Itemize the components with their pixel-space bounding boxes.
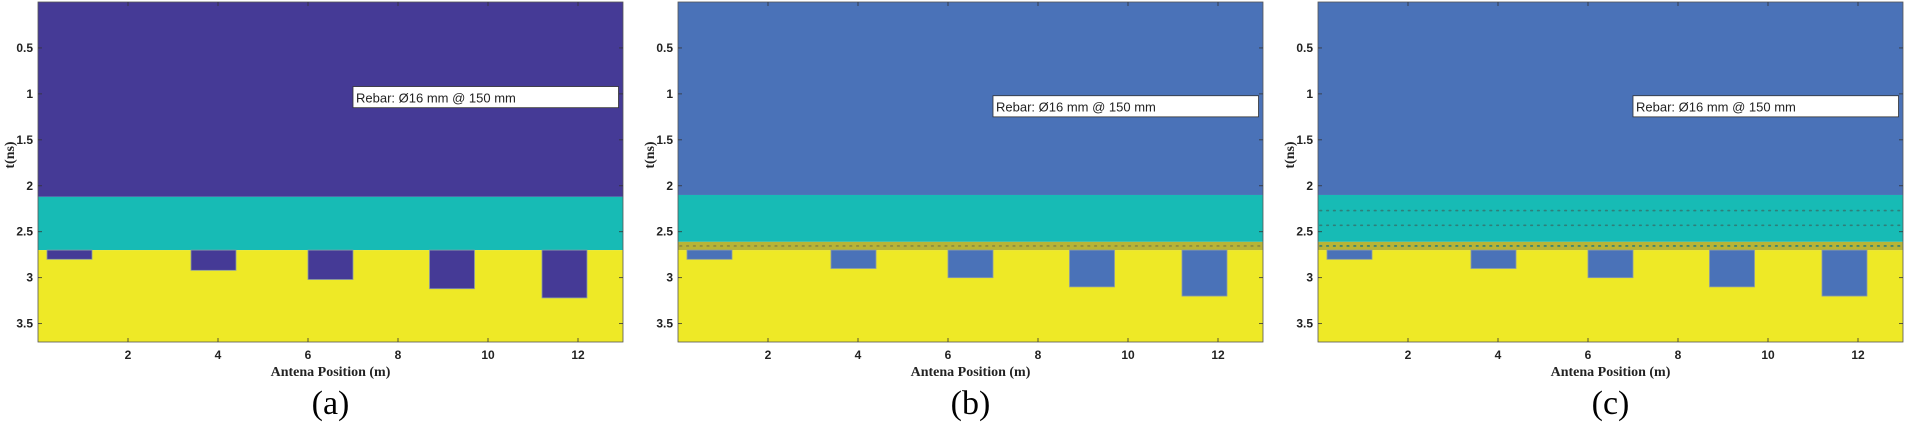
y-tick-label-7: 3.5 [656,317,673,331]
x-tick-label-6: 12 [571,348,585,362]
x-tick-label-5: 10 [1761,348,1775,362]
y-tick-label-2: 1 [1306,87,1313,101]
y-tick-label-2: 1 [666,87,673,101]
notch-4 [1069,249,1115,288]
y-axis-label: t(ns) [3,141,18,169]
x-tick-label-5: 10 [1121,348,1135,362]
axes-frame [37,1,624,343]
y-tick-label-1: 0.5 [16,41,33,55]
x-tick-label-3: 6 [1585,348,1592,362]
middle-layer [1318,194,1903,242]
y-tick-label-3: 1.5 [656,133,673,147]
y-tick-label-6: 3 [26,271,33,285]
annotation-text: Rebar: Ø16 mm @ 150 mm [356,91,516,106]
x-tick-label-1: 2 [765,348,772,362]
y-tick-label-4: 2 [1306,179,1313,193]
annotation-box [992,95,1259,118]
interface-band [678,241,1263,251]
x-tick-label-1: 2 [125,348,132,362]
x-axis-label: Antena Position (m) [1551,365,1671,380]
x-tick-label-2: 4 [1495,348,1502,362]
x-tick-label-2: 4 [215,348,222,362]
interface-band [1318,241,1903,251]
notch-5 [1821,249,1868,297]
panel-label: (c) [1592,385,1630,422]
notch-4 [1709,249,1755,288]
notch-1 [1326,249,1373,260]
notch-5 [1181,249,1228,297]
notch-3 [307,249,354,280]
y-tick-label-7: 3.5 [16,317,33,331]
x-tick-label-2: 4 [855,348,862,362]
axes-frame [677,1,1264,343]
y-tick-label-4: 2 [26,179,33,193]
annotation-box [1632,95,1899,118]
x-tick-label-6: 12 [1211,348,1225,362]
x-tick-label-5: 10 [481,348,495,362]
y-tick-label-5: 2.5 [656,225,673,239]
y-tick-label-1: 0.5 [656,41,673,55]
axes-frame [1317,1,1904,343]
y-tick-label-5: 2.5 [16,225,33,239]
y-tick-label-3: 1.5 [16,133,33,147]
panel-3: Rebar: Ø16 mm @ 150 mm 2 4 6 8 10 12 0.5 1 1.5 2 2.… [1283,1,1904,422]
middle-layer [38,196,623,251]
panel-2: Rebar: Ø16 mm @ 150 mm 2 4 6 8 10 12 0.5 1 1.5 2 2.… [643,1,1264,422]
x-tick-label-1: 2 [1405,348,1412,362]
panel-1: Rebar: Ø16 mm @ 150 mm 2 4 6 8 10 12 0.5 1 1.5 2 2.… [3,1,624,422]
notch-2 [1470,249,1517,269]
notch-3 [1587,249,1634,279]
x-tick-label-3: 6 [305,348,312,362]
x-tick-label-6: 12 [1851,348,1865,362]
x-tick-label-4: 8 [1035,348,1042,362]
x-tick-label-3: 6 [945,348,952,362]
panel-label: (a) [312,385,350,422]
y-axis-label: t(ns) [643,141,658,169]
annotation-text: Rebar: Ø16 mm @ 150 mm [1636,100,1796,115]
panel-label: (b) [951,385,991,422]
y-tick-label-6: 3 [1306,271,1313,285]
notch-5 [541,249,588,299]
notch-2 [830,249,877,269]
y-tick-label-4: 2 [666,179,673,193]
x-axis-label: Antena Position (m) [911,365,1031,380]
annotation-box [352,86,619,109]
y-axis-label: t(ns) [1283,141,1298,169]
y-tick-label-2: 1 [26,87,33,101]
notch-4 [429,249,475,290]
y-tick-label-5: 2.5 [1296,225,1313,239]
x-tick-label-4: 8 [1675,348,1682,362]
y-tick-label-3: 1.5 [1296,133,1313,147]
notch-2 [190,249,237,271]
notch-1 [46,249,93,260]
y-tick-label-7: 3.5 [1296,317,1313,331]
y-tick-label-1: 0.5 [1296,41,1313,55]
x-axis-label: Antena Position (m) [271,365,391,380]
x-tick-label-4: 8 [395,348,402,362]
middle-layer [678,194,1263,242]
notch-3 [947,249,994,279]
y-tick-label-6: 3 [666,271,673,285]
annotation-text: Rebar: Ø16 mm @ 150 mm [996,100,1156,115]
notch-1 [686,249,733,260]
